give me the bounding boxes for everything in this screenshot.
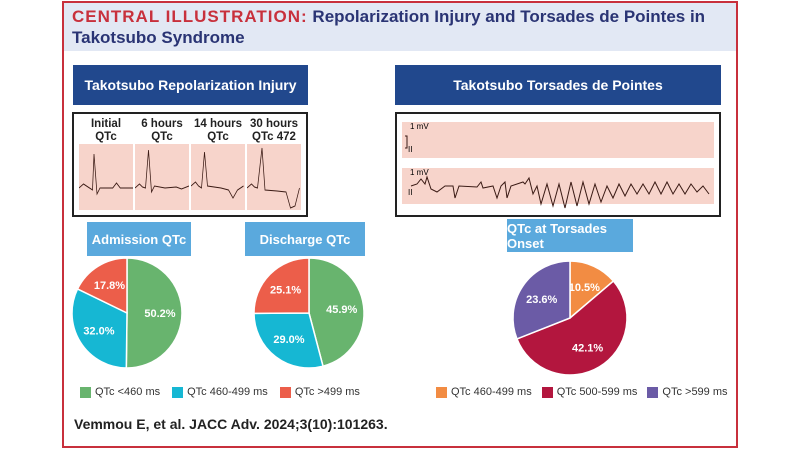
ecg-time: 6 hours: [141, 118, 183, 130]
legend-swatch: [172, 386, 184, 398]
ecg-time: 14 hours: [194, 118, 242, 130]
ecg-scale-label-1: 1 mV: [410, 122, 429, 131]
ecg-time: 30 hours: [250, 118, 298, 130]
ecg-trace-normal: [405, 135, 408, 149]
ecg-panel: [135, 144, 189, 210]
right-panel-header: Takotsubo Torsades de Pointes: [395, 65, 721, 105]
torsades-ecg-traces: [405, 135, 710, 209]
admission-qtc-label: Admission QTc: [87, 222, 191, 256]
title-lead: CENTRAL ILLUSTRATION:: [72, 7, 308, 26]
title-text: Repolarization Injury and Torsades de Po…: [72, 7, 706, 47]
repolarization-ecg-box: Initial QTc 425ms 6 hours QTc 421ms 14 hou…: [72, 112, 308, 217]
torsades-qtc-label: QTc at Torsades Onset: [507, 219, 633, 252]
ecg-panel: [79, 144, 133, 210]
ecg-time: Initial: [90, 118, 122, 130]
legend-item: QTc <460 ms: [80, 386, 160, 398]
legend-label: QTc <460 ms: [95, 386, 161, 398]
ecg-trace: [247, 147, 300, 209]
legend-swatch: [279, 386, 291, 398]
legend-left: QTc <460 ms QTc 460-499 ms QTc >499 ms: [80, 386, 360, 398]
legend-item: QTc 460-499 ms: [172, 386, 268, 398]
ecg-lead-label-2: II: [408, 188, 413, 197]
legend-swatch: [436, 386, 447, 398]
ecg-scale-label-2: 1 mV: [410, 168, 429, 177]
legend-swatch: [541, 386, 553, 398]
discharge-qtc-label: Discharge QTc: [245, 222, 365, 256]
torsades-ecg-box: 1 mV II 1 mV II: [395, 112, 721, 217]
title-bar: [64, 3, 736, 51]
legend-item: QTc >599 ms: [647, 386, 728, 398]
ecg-trace: [79, 153, 133, 196]
legend-label: QTc 460-499 ms: [187, 386, 268, 398]
legend-label: QTc 460-499 ms: [451, 386, 532, 398]
legend-right: QTc 460-499 ms QTc 500-599 ms QTc >599 m…: [436, 386, 728, 398]
ecg-panel: [247, 144, 301, 210]
legend-item: QTc 460-499 ms: [436, 386, 532, 398]
legend-item: QTc >499 ms: [279, 386, 360, 398]
legend-label: QTc >499 ms: [294, 386, 360, 398]
ecg-strip-1: [402, 122, 714, 158]
ecg-trace: [191, 151, 244, 199]
legend-label: QTc >599 ms: [662, 386, 728, 398]
legend-item: QTc 500-599 ms: [541, 386, 638, 398]
left-panel-header: Takotsubo Repolarization Injury: [73, 65, 308, 105]
ecg-panel: [191, 144, 245, 210]
legend-label: QTc 500-599 ms: [556, 386, 638, 398]
ecg-lead-label-1: II: [408, 145, 413, 154]
figure-border: [62, 1, 738, 448]
citation: Vemmou E, et al. JACC Adv. 2024;3(10):10…: [74, 416, 388, 432]
legend-swatch: [647, 386, 659, 398]
ecg-trace-torsades: [410, 175, 710, 209]
legend-swatch: [80, 386, 91, 398]
ecg-trace: [135, 149, 189, 194]
figure-title: CENTRAL ILLUSTRATION: Repolarization Inj…: [72, 6, 732, 48]
